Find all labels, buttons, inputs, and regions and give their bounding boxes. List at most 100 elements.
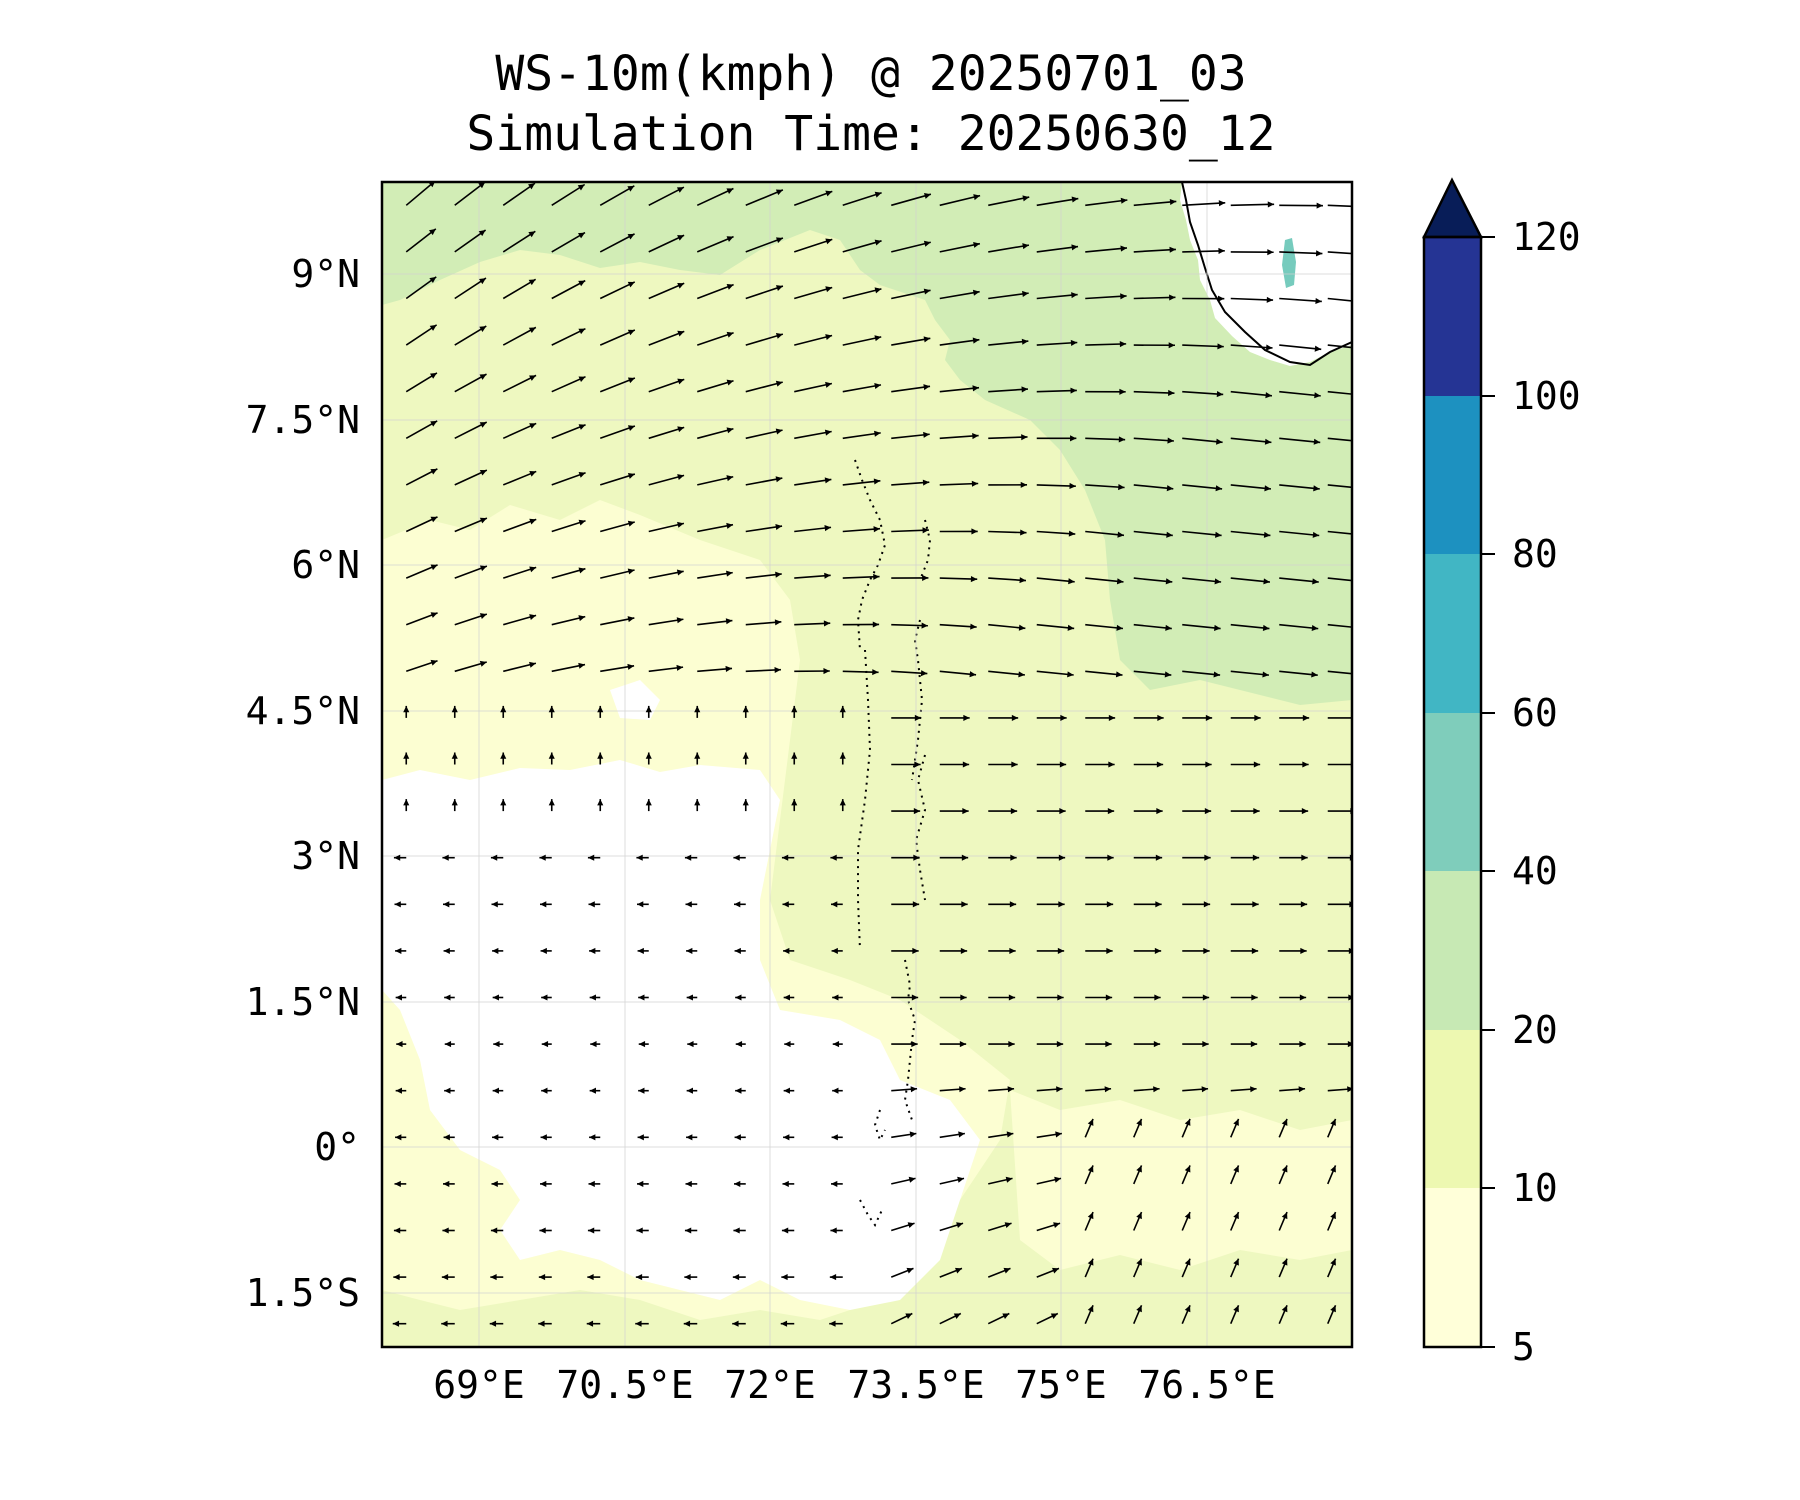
wind-arrow-head — [1301, 854, 1308, 861]
wind-arrow-head — [491, 1180, 498, 1187]
wind-arrow-head — [830, 1227, 837, 1234]
colorbar-tick-label: 120 — [1512, 215, 1581, 259]
wind-arrow-head — [1108, 714, 1116, 721]
wind-arrow-head — [726, 379, 734, 386]
wind-arrow-head — [538, 1274, 546, 1281]
wind-arrow-shaft — [1327, 670, 1352, 675]
wind-arrow-head — [500, 705, 507, 713]
wind-arrow-head — [684, 854, 692, 861]
wind-arrow-shaft — [1230, 344, 1273, 349]
wind-arrow-head — [1071, 292, 1078, 299]
wind-arrow-head — [1021, 386, 1028, 393]
wind-arrow-head — [429, 324, 437, 331]
wind-arrow-head — [923, 192, 931, 199]
wind-arrow-shaft — [1182, 390, 1224, 396]
wind-arrow-head — [490, 854, 498, 861]
wind-arrow-head — [1169, 246, 1176, 253]
wind-arrow-head — [395, 947, 402, 954]
wind-arrow-head — [1299, 994, 1307, 1001]
wind-arrow-head — [825, 238, 833, 245]
wind-arrow-shaft — [648, 282, 685, 300]
wind-arrow-head — [627, 520, 635, 527]
wind-arrow-head — [1184, 1305, 1191, 1313]
wind-arrow-head — [587, 1274, 594, 1281]
wind-arrow-head — [1217, 295, 1225, 302]
wind-arrow-shaft — [1036, 389, 1077, 393]
wind-arrow-head — [1008, 1041, 1015, 1048]
wind-arrow-head — [548, 705, 555, 713]
wind-arrow-shaft — [1085, 530, 1125, 537]
wind-arrow-head — [726, 427, 734, 434]
wind-arrow-head — [685, 1180, 692, 1187]
wind-arrow-shaft — [1279, 390, 1321, 397]
wind-arrow-head — [541, 1087, 548, 1094]
wind-arrow-head — [627, 281, 635, 288]
wind-arrow-head — [726, 522, 734, 529]
wind-arrow-shaft — [842, 432, 881, 440]
wind-arrow-head — [541, 1041, 549, 1048]
wind-arrow-head — [1316, 202, 1323, 209]
wind-arrow-head — [395, 1134, 402, 1141]
wind-arrow-head — [479, 326, 487, 332]
wind-arrow-head — [824, 477, 832, 484]
wind-arrow-head — [775, 428, 783, 435]
wind-arrow-head — [492, 994, 499, 1001]
wind-arrow-head — [676, 569, 684, 576]
wind-arrow-head — [1052, 1267, 1059, 1274]
band-5-10-fill-south — [1010, 1090, 1352, 1270]
wind-arrow-head — [442, 1227, 449, 1234]
wind-arrow-head — [597, 799, 604, 806]
wind-arrow-head — [1216, 438, 1223, 445]
wind-arrow-head — [1330, 1165, 1336, 1173]
wind-arrow-head — [528, 231, 536, 238]
wind-arrow-head — [694, 799, 701, 806]
wind-arrow-head — [912, 901, 920, 908]
wind-arrow-head — [784, 1041, 791, 1048]
lon-tick-label: 70.5°E — [556, 1363, 693, 1407]
wind-arrow-head — [972, 433, 979, 440]
wind-arrow-head — [430, 564, 438, 571]
wind-arrow-head — [1267, 249, 1274, 256]
wind-arrow-head — [677, 330, 685, 337]
wind-arrow-shaft — [1133, 200, 1177, 207]
wind-arrow-head — [578, 662, 586, 669]
wind-arrow-shaft — [1327, 344, 1352, 349]
wind-arrow-head — [775, 189, 783, 196]
wind-arrow-head — [637, 947, 644, 954]
wind-arrow-head — [677, 474, 685, 480]
wind-arrow-head — [1263, 578, 1270, 585]
wind-arrow-head — [825, 190, 833, 197]
wind-arrow-head — [775, 332, 783, 339]
lat-tick-label: 1.5°S — [246, 1271, 360, 1315]
wind-arrow-shaft — [648, 330, 685, 346]
wind-arrow-shaft — [745, 237, 784, 253]
wind-arrow-head — [577, 184, 585, 191]
wind-arrow-head — [1311, 671, 1318, 678]
wind-arrow-head — [1203, 947, 1210, 954]
wind-arrow-head — [1281, 1118, 1288, 1126]
wind-arrow-head — [1302, 714, 1310, 721]
wind-arrow-head — [1136, 1258, 1142, 1266]
wind-arrow-head — [782, 901, 789, 908]
wind-arrow-head — [428, 228, 436, 236]
wind-arrow-shaft — [1279, 577, 1319, 583]
wind-arrow-head — [627, 616, 635, 623]
wind-arrow-head — [493, 1041, 500, 1048]
wind-arrow-head — [479, 517, 487, 524]
wind-arrow-shaft — [842, 288, 882, 300]
wind-arrow-head — [677, 426, 685, 433]
wind-arrow-shaft — [1036, 293, 1078, 300]
wind-arrow-head — [1060, 714, 1067, 721]
wind-arrow-head — [1251, 994, 1258, 1001]
wind-arrow-head — [839, 705, 846, 713]
wind-arrow-shaft — [1182, 437, 1223, 444]
wind-arrow-head — [1068, 578, 1075, 585]
wind-arrow-shaft — [988, 530, 1027, 534]
wind-arrow-head — [548, 752, 555, 759]
wind-arrow-head — [403, 705, 410, 713]
wind-arrow-shaft — [891, 481, 930, 486]
wind-arrow-head — [923, 336, 931, 343]
wind-arrow-shaft — [988, 388, 1029, 393]
wind-arrow-head — [909, 1131, 917, 1138]
wind-arrow-head — [961, 901, 968, 908]
